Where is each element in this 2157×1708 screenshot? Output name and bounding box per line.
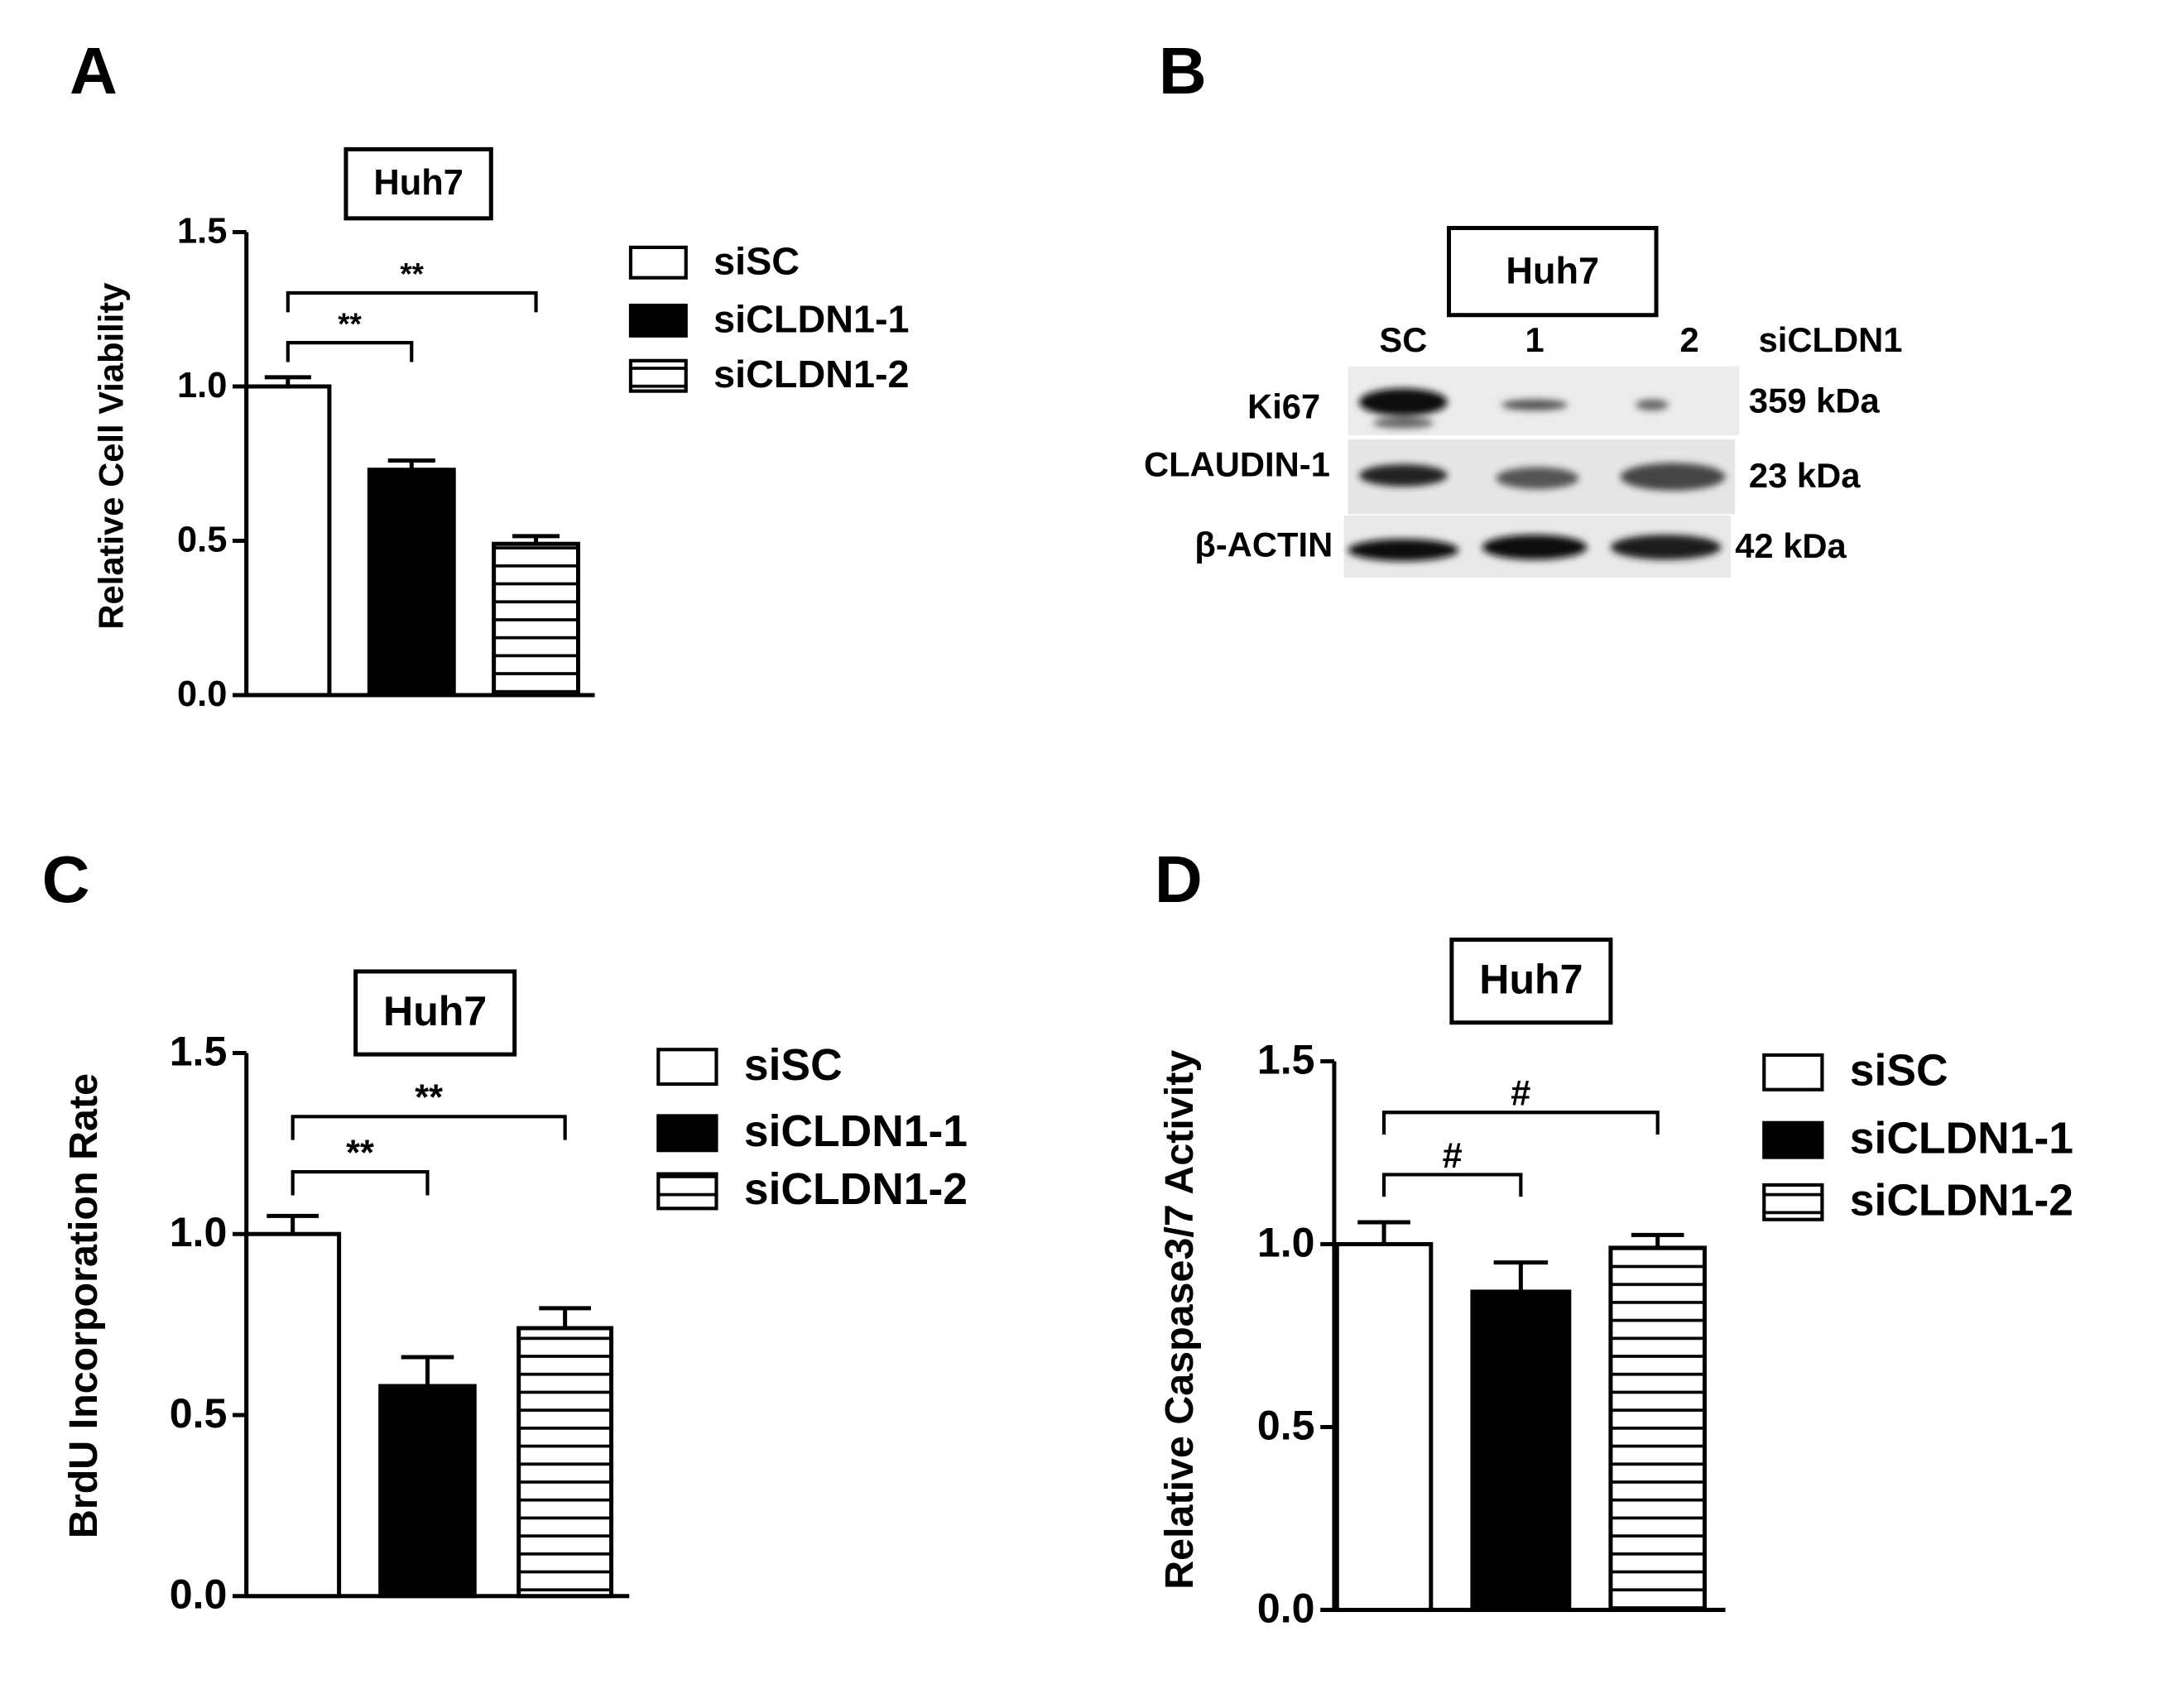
legend-label: siSC: [744, 1041, 843, 1090]
chart-panel: A Huh7 Relative Cell Viability 0.0 0.5 1.0 1.5…: [70, 33, 910, 714]
panel-letter: A: [70, 33, 118, 108]
legend-label: siCLDN1-2: [713, 353, 909, 396]
y-tick-label: 1.5: [170, 1028, 228, 1074]
significance-bracket: [1381, 1173, 1523, 1197]
legend-label: siCLDN1-1: [1850, 1114, 2073, 1163]
chart-title: Huh7: [1479, 957, 1583, 1003]
lane-group-label: siCLDN1: [1759, 320, 1903, 359]
legend-swatch: [1762, 1183, 1824, 1221]
significance-label: **: [400, 257, 424, 291]
significance-label: **: [415, 1078, 443, 1118]
legend-label: siCLDN1-2: [1850, 1177, 2073, 1226]
legend-label: siCLDN1-1: [744, 1107, 968, 1156]
significance-label: #: [1443, 1136, 1463, 1176]
legend-swatch: [1762, 1053, 1824, 1091]
significance-bracket: [286, 290, 538, 313]
size-label: 23 kDa: [1749, 456, 1861, 495]
chart-panel: D Huh7 Relative Caspase3/7 Activity 0.0 0.5 1…: [1155, 842, 2073, 1631]
bar: [244, 1231, 342, 1599]
y-tick-label: 0.5: [177, 521, 227, 560]
bar: [516, 1326, 614, 1599]
title-box: [343, 146, 493, 221]
legend-label: siSC: [1850, 1047, 1948, 1096]
legend-label: siCLDN1-1: [713, 297, 909, 340]
significance-label: #: [1511, 1074, 1530, 1114]
significance-bracket: [291, 1169, 430, 1196]
legend-swatch: [656, 1172, 718, 1211]
legend-swatch: [656, 1048, 718, 1087]
chart-panel: C Huh7 BrdU Incorporation Rate 0.0 0.5 1.0 1.5…: [42, 842, 968, 1618]
y-tick-label: 1.0: [177, 366, 227, 405]
legend-label: siSC: [713, 239, 800, 282]
panel-letter: B: [1159, 33, 1207, 108]
significance-bracket: [286, 341, 414, 362]
size-label: 42 kDa: [1735, 526, 1847, 565]
y-axis-label: BrdU Incorporation Rate: [61, 1073, 106, 1538]
significance-bracket: [1381, 1111, 1660, 1135]
y-tick-label: 1.5: [1257, 1036, 1315, 1082]
legend-swatch: [1762, 1120, 1824, 1159]
y-tick-label: 0.0: [1257, 1585, 1315, 1631]
chart-title: Huh7: [373, 163, 464, 203]
y-tick-label: 1.5: [177, 212, 227, 252]
y-axis-label: Relative Cell Viability: [91, 283, 130, 630]
legend-swatch: [628, 303, 688, 338]
title-box: [1449, 938, 1613, 1025]
significance-bracket: [291, 1115, 567, 1140]
legend-swatch: [656, 1114, 718, 1153]
lane-label: SC: [1379, 320, 1427, 359]
y-axis-label: Relative Caspase3/7 Activity: [1157, 1050, 1202, 1590]
bar: [1334, 1241, 1434, 1612]
y-tick-label: 0.5: [170, 1390, 228, 1437]
lane-label: 1: [1525, 320, 1544, 359]
legend-swatch: [628, 245, 688, 280]
protein-label: β-ACTIN: [1194, 525, 1333, 564]
bar: [1470, 1289, 1572, 1612]
western-blot: B Huh7 SC 1 2 siCLDN1 Ki67 CLAUDIN-1 β-A…: [1144, 33, 1903, 578]
title-box: [353, 969, 517, 1057]
bar: [492, 541, 580, 698]
y-tick-label: 1.0: [170, 1209, 228, 1255]
panel-letter: D: [1155, 842, 1203, 916]
bands: [1348, 388, 1726, 561]
y-tick-label: 0.0: [177, 674, 227, 714]
lane-label: 2: [1679, 320, 1698, 359]
panel-letter: C: [42, 842, 90, 916]
y-tick-label: 0.5: [1257, 1402, 1315, 1448]
bar: [378, 1384, 477, 1599]
bar: [1608, 1245, 1707, 1612]
title-box: [1447, 226, 1659, 318]
significance-label: **: [346, 1134, 374, 1173]
y-tick-label: 0.0: [170, 1571, 228, 1618]
y-tick-label: 1.0: [1257, 1219, 1315, 1265]
legend-label: siCLDN1-2: [744, 1165, 968, 1214]
significance-label: **: [338, 307, 362, 341]
legend-swatch: [628, 358, 688, 393]
bar: [367, 468, 456, 698]
protein-label: CLAUDIN-1: [1144, 444, 1330, 483]
blot-title: Huh7: [1506, 250, 1599, 292]
protein-label: Ki67: [1247, 386, 1320, 425]
bar: [244, 384, 332, 698]
chart-title: Huh7: [383, 988, 487, 1034]
size-label: 359 kDa: [1749, 381, 1881, 420]
